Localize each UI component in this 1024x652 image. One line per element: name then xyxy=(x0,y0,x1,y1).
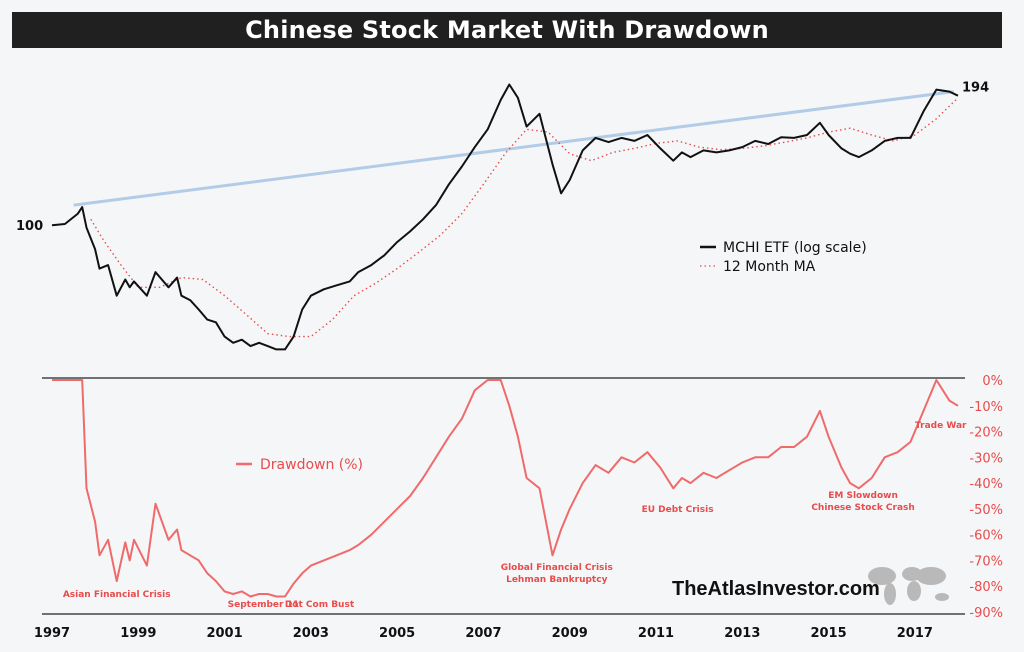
ma-line xyxy=(90,97,959,338)
annotation-label: EM Slowdown xyxy=(828,491,898,501)
y-tick-label: -60% xyxy=(969,529,1003,544)
drawdown-panel xyxy=(52,379,959,598)
x-tick-label: 2013 xyxy=(724,626,760,641)
annotation-label: Lehman Bankruptcy xyxy=(506,575,607,585)
y-tick-label: -20% xyxy=(969,426,1003,441)
y-tick-label: -70% xyxy=(969,554,1003,569)
x-tick-label: 2017 xyxy=(897,626,933,641)
price-panel: 100 194 xyxy=(16,81,989,351)
x-tick-label: 2003 xyxy=(293,626,329,641)
x-tick-label: 2011 xyxy=(638,626,674,641)
y-tick-label: -90% xyxy=(969,606,1003,621)
legend-label-price: MCHI ETF (log scale) xyxy=(723,240,867,256)
legends: MCHI ETF (log scale) 12 Month MA Drawdown … xyxy=(236,240,867,473)
x-axis-ticks: 1997 1999 2001 2003 2005 2007 2009 2011 2013 2015… xyxy=(34,626,933,641)
annotation-label: Global Financial Crisis xyxy=(501,563,613,573)
chart-title: Chinese Stock Market With Drawdown xyxy=(12,12,1002,48)
annotation-label: Trade War xyxy=(915,421,967,431)
watermark: TheAtlasInvestor.com xyxy=(672,578,880,600)
x-tick-label: 2015 xyxy=(810,626,846,641)
y-tick-label: 0% xyxy=(982,374,1003,389)
annotation-label: EU Debt Crisis xyxy=(642,505,714,515)
end-value-label: 194 xyxy=(962,81,989,96)
x-tick-label: 2009 xyxy=(552,626,588,641)
y-axis-ticks: 0% -10% -20% -30% -40% -50% -60% -70% -80% -90% xyxy=(969,374,1003,621)
trend-line xyxy=(73,90,954,207)
x-tick-label: 1997 xyxy=(34,626,70,641)
x-tick-label: 2007 xyxy=(465,626,501,641)
annotation-label: Asian Financial Crisis xyxy=(63,590,171,600)
x-tick-label: 2005 xyxy=(379,626,415,641)
x-tick-label: 2001 xyxy=(206,626,242,641)
x-tick-label: 1999 xyxy=(120,626,156,641)
annotation-label: Dot Com Bust xyxy=(285,600,355,610)
y-tick-label: -80% xyxy=(969,580,1003,595)
y-tick-label: -30% xyxy=(969,451,1003,466)
y-tick-label: -50% xyxy=(969,503,1003,518)
world-map-icon xyxy=(868,567,949,605)
legend-label-ma: 12 Month MA xyxy=(723,259,816,275)
price-line xyxy=(51,83,959,351)
y-tick-label: -10% xyxy=(969,400,1003,415)
annotation-label: September 11 xyxy=(228,600,299,610)
legend-label-drawdown: Drawdown (%) xyxy=(260,457,363,473)
drawdown-line xyxy=(52,379,959,598)
start-value-label: 100 xyxy=(16,219,43,234)
annotation-label: Chinese Stock Crash xyxy=(811,503,915,513)
y-tick-label: -40% xyxy=(969,477,1003,492)
